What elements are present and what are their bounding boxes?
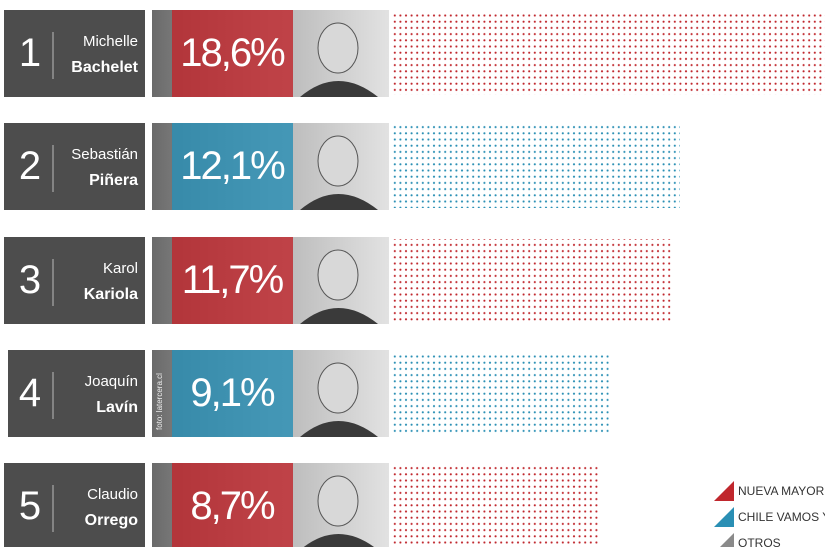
first-name: Michelle: [83, 33, 138, 50]
last-name: Kariola: [84, 286, 138, 303]
value-label: 12,1%: [180, 144, 285, 188]
value-block: [172, 10, 293, 97]
legend-swatch: [714, 507, 734, 527]
name-box: [4, 10, 145, 97]
bar: [392, 239, 671, 322]
rank: 2: [19, 144, 41, 188]
legend-label: NUEVA MAYORÍA: [738, 483, 825, 498]
first-name: Sebastián: [71, 146, 138, 163]
last-name: Orrego: [85, 512, 139, 529]
photo-head: [317, 135, 359, 187]
photo-head: [317, 249, 359, 301]
value-label: 9,1%: [190, 371, 275, 415]
first-name: Claudio: [87, 486, 138, 503]
legend-label: OTROS: [738, 536, 781, 547]
rank: 4: [19, 371, 41, 415]
value-block: [172, 350, 293, 437]
photo-body: [300, 308, 378, 324]
bar: [392, 125, 680, 208]
photo-head: [317, 22, 359, 74]
last-name: Lavín: [96, 399, 138, 416]
bar: [392, 12, 825, 95]
name-box: [8, 350, 145, 437]
rank: 3: [19, 258, 41, 302]
value-block: [172, 237, 293, 324]
value-label: 18,6%: [180, 31, 285, 75]
value-label: 11,7%: [182, 258, 284, 302]
rank: 1: [19, 31, 41, 75]
name-box: [4, 463, 145, 547]
value-block: [172, 463, 293, 547]
bar: [392, 352, 609, 435]
photo-head: [317, 475, 359, 527]
photo-body: [300, 194, 378, 210]
legend-label: CHILE VAMOS Y A: [738, 510, 825, 524]
value-block: [172, 123, 293, 210]
photo-body: [303, 534, 374, 547]
bar: [392, 465, 600, 547]
legend-swatch: [720, 533, 734, 547]
photo-head: [317, 362, 359, 414]
photo-body: [300, 81, 378, 97]
last-name: Piñera: [89, 172, 138, 189]
last-name: Bachelet: [71, 59, 138, 76]
name-box: [4, 123, 145, 210]
legend-swatch: [714, 481, 734, 501]
first-name: Joaquín: [85, 373, 138, 390]
rank: 5: [19, 484, 41, 528]
name-box: [4, 237, 145, 324]
value-label: 8,7%: [190, 484, 275, 528]
photo-body: [300, 421, 378, 437]
photo-credit: foto: latercera.cl: [155, 373, 164, 430]
first-name: Karol: [103, 260, 138, 277]
